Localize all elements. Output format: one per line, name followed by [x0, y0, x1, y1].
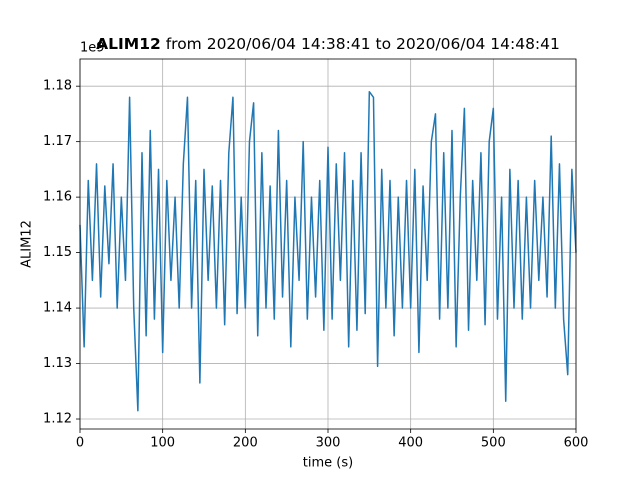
- offset-text: 1e9: [80, 41, 105, 56]
- axes-frame: [79, 58, 577, 430]
- x-tick-label: 400: [398, 436, 423, 451]
- x-tick-label: 200: [233, 436, 258, 451]
- x-tick-label: 0: [76, 436, 84, 451]
- y-tick-label: 1.14: [43, 301, 72, 316]
- y-tick-label: 1.18: [43, 79, 72, 94]
- chart-title: ALIM12 from 2020/06/04 14:38:41 to 2020/…: [96, 35, 560, 53]
- y-tick-label: 1.16: [43, 190, 72, 205]
- x-tick-label: 600: [564, 436, 589, 451]
- x-tick-label: 500: [481, 436, 506, 451]
- y-tick-label: 1.15: [43, 245, 72, 260]
- y-tick-label: 1.12: [43, 412, 72, 427]
- title-rest: from 2020/06/04 14:38:41 to 2020/06/04 1…: [166, 35, 560, 53]
- title-bold: ALIM12: [96, 35, 161, 53]
- y-axis-label: ALIM12: [20, 220, 35, 268]
- y-tick-label: 1.17: [43, 134, 72, 149]
- x-tick-label: 100: [150, 436, 175, 451]
- y-tick-label: 1.13: [43, 356, 72, 371]
- x-tick-label: 300: [316, 436, 341, 451]
- data-line: [79, 90, 577, 412]
- x-axis-label: time (s): [303, 456, 353, 471]
